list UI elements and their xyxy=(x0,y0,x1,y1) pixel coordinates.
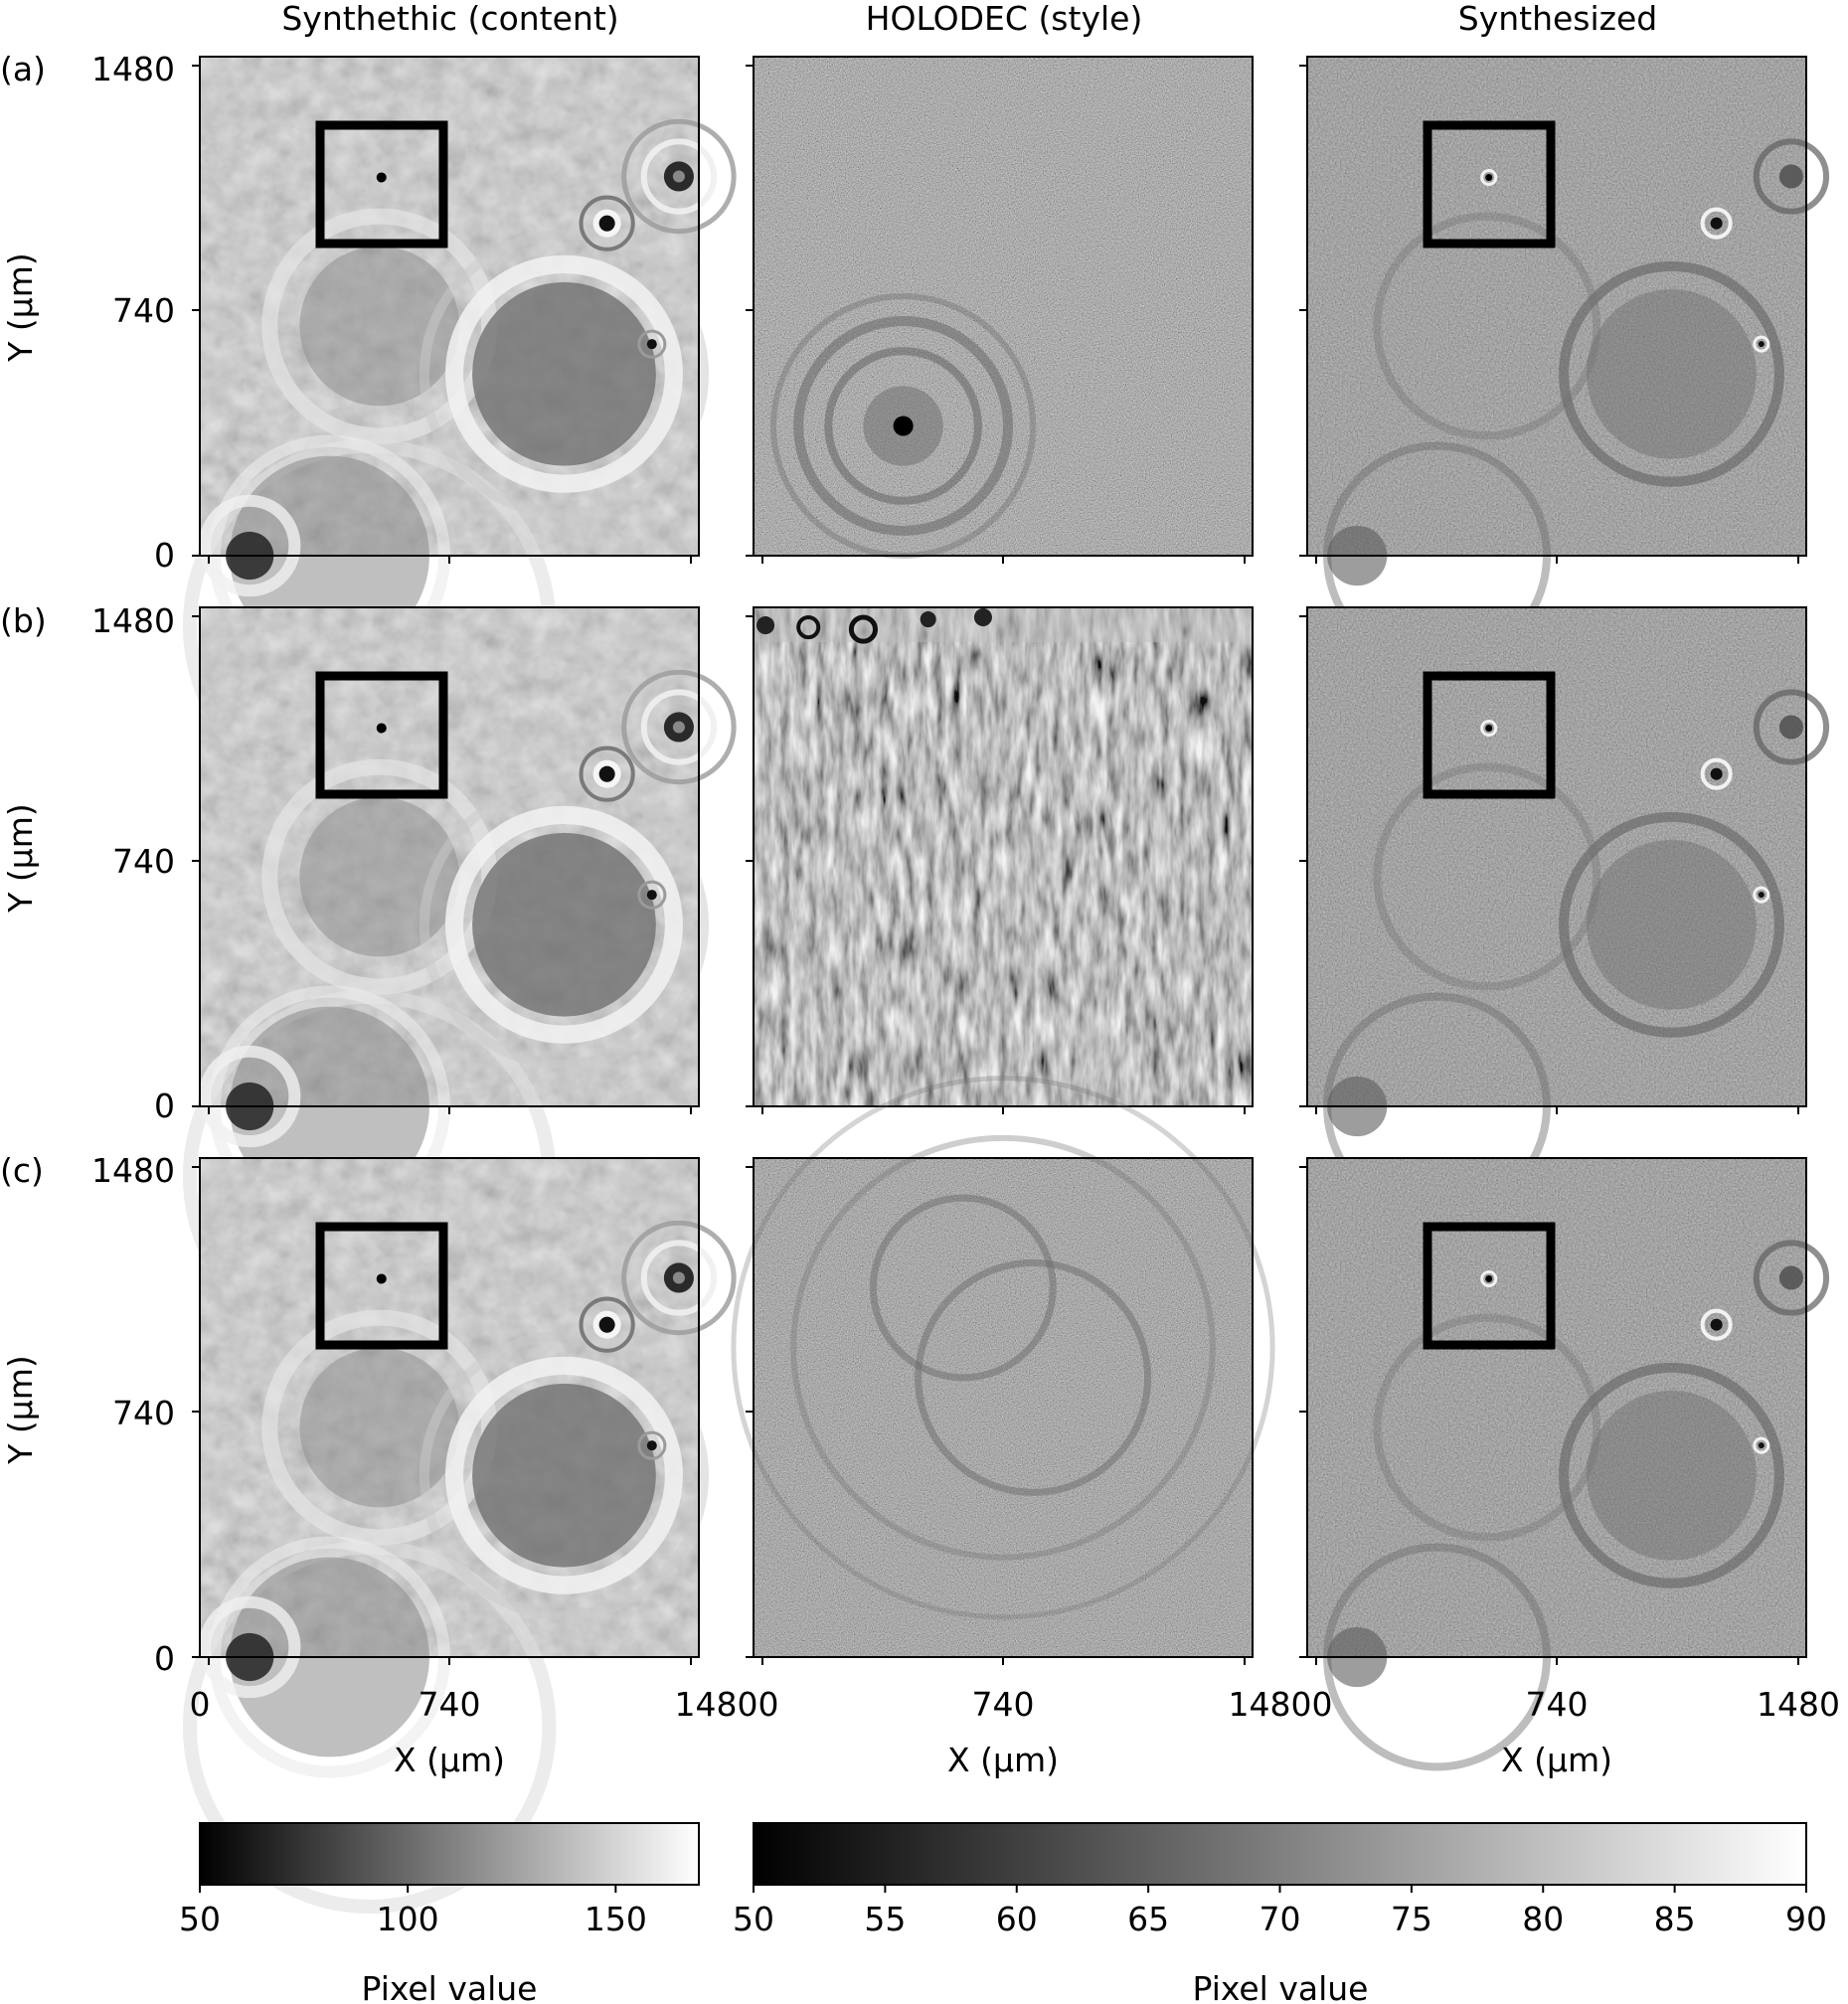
highlight-box xyxy=(315,671,448,799)
colorbar-tick-label: 60 xyxy=(996,1900,1038,1938)
row-a: (a) 1480 740 0 Y (μm) xyxy=(0,50,1826,805)
panel-synthesized-a xyxy=(1299,57,1826,665)
y-axis-label-a: Y (μm) xyxy=(1,252,40,363)
panel-synthesized-b xyxy=(1299,607,1826,1216)
row-c: (c) 1480 740 0 Y (μm) xyxy=(0,1079,1826,1907)
column-title-synthesized: Synthesized xyxy=(1458,0,1657,38)
highlight-box xyxy=(315,120,448,249)
panel-content-b xyxy=(190,607,734,1356)
highlight-box xyxy=(315,1222,448,1350)
colorbar-tick-label: 90 xyxy=(1785,1900,1827,1938)
x-tick-740-content: 740 xyxy=(419,1685,481,1724)
colorbar-tick-label: 65 xyxy=(1127,1900,1169,1938)
y-tick-740-b: 740 xyxy=(112,842,175,881)
colorbar-tick-label: 75 xyxy=(1391,1900,1432,1938)
y-axis-label-b: Y (μm) xyxy=(1,803,40,914)
colorbar-tick-label: 80 xyxy=(1522,1900,1564,1938)
y-tick-0-b: 0 xyxy=(154,1086,175,1125)
x-axis-label-style: X (μm) xyxy=(947,1741,1059,1779)
x-tick-0: 0 xyxy=(190,1685,211,1724)
colorbar-tick-label: 50 xyxy=(179,1900,221,1938)
y-tick-740-c: 740 xyxy=(112,1394,175,1432)
y-tick-1480-a: 1480 xyxy=(91,50,175,88)
colorbar-content: Pixel value 50 100 150 xyxy=(179,1822,700,2004)
highlight-box xyxy=(1423,1222,1556,1350)
x-axis-label-content: X (μm) xyxy=(394,1741,505,1779)
highlight-box xyxy=(1423,120,1556,249)
panel-style-b xyxy=(746,607,1253,1114)
x-tick-merged-1: 14800 xyxy=(675,1685,779,1724)
column-title-style: HOLODEC (style) xyxy=(866,0,1143,38)
colorbar-tick-label: 100 xyxy=(377,1900,439,1938)
row-label-b: (b) xyxy=(0,601,47,640)
colorbar-tick-label: 150 xyxy=(585,1900,647,1938)
x-tick-740-style: 740 xyxy=(972,1685,1035,1724)
panel-synthesized-c xyxy=(1299,1158,1826,1766)
highlight-box xyxy=(1423,671,1556,799)
panel-style-c xyxy=(734,1079,1272,1665)
colorbar-label: Pixel value xyxy=(362,1969,538,2004)
y-tick-0-a: 0 xyxy=(154,536,175,575)
column-title-content: Synthethic (content) xyxy=(281,0,618,38)
colorbar-tick-label: 50 xyxy=(733,1900,774,1938)
row-label-c: (c) xyxy=(0,1151,44,1190)
y-tick-1480-c: 1480 xyxy=(91,1151,175,1190)
y-tick-1480-b: 1480 xyxy=(91,601,175,640)
row-b: (b) 1480 740 0 Y (μm) xyxy=(0,601,1826,1356)
colorbar-tick-label: 70 xyxy=(1260,1900,1301,1938)
row-label-a: (a) xyxy=(0,50,46,88)
y-tick-0-c: 0 xyxy=(154,1639,175,1678)
panel-style-a xyxy=(746,57,1253,564)
colorbar-tick-label: 55 xyxy=(864,1900,906,1938)
x-tick-1480-synth: 1480 xyxy=(1757,1685,1840,1724)
colorbar-tick-label: 85 xyxy=(1654,1900,1696,1938)
panel-content-c xyxy=(190,1158,734,1907)
panel-content-a xyxy=(190,57,734,805)
x-axis-label-synthesized: X (μm) xyxy=(1501,1741,1612,1779)
colorbar-label: Pixel value xyxy=(1193,1969,1369,2004)
y-axis-label-c: Y (μm) xyxy=(1,1355,40,1465)
x-tick-merged-2: 14800 xyxy=(1229,1685,1333,1724)
x-tick-740-synth: 740 xyxy=(1526,1685,1589,1724)
colorbar-style: Pixel value 50 55 60 65 70 75 80 85 90 xyxy=(733,1822,1827,2004)
y-tick-740-a: 740 xyxy=(112,291,175,330)
